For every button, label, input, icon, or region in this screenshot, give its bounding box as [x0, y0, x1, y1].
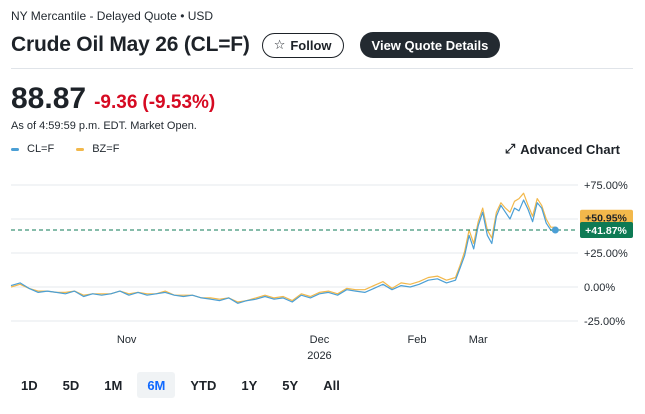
- star-icon: ☆: [273, 37, 286, 52]
- value-badge-label: +41.87%: [585, 225, 627, 237]
- x-tick-label: Mar: [469, 334, 488, 346]
- range-tab-5d[interactable]: 5D: [62, 377, 80, 393]
- header-divider: [11, 68, 633, 69]
- x-tick-label: Dec: [310, 334, 330, 346]
- range-tab-ytd[interactable]: YTD: [190, 377, 217, 393]
- page-title: Crude Oil May 26 (CL=F): [11, 33, 250, 56]
- y-tick-label: 0.00%: [584, 282, 615, 294]
- value-badge-label: +50.95%: [585, 213, 627, 225]
- legend-item-bz[interactable]: BZ=F: [76, 143, 119, 155]
- legend-label-cl: CL=F: [27, 143, 55, 155]
- y-tick-label: -25.00%: [584, 316, 625, 328]
- range-tab-1y[interactable]: 1Y: [241, 377, 258, 393]
- price-change-percent: (-9.53%): [142, 92, 216, 113]
- legend-item-cl[interactable]: CL=F: [11, 143, 54, 155]
- value-badge-bz: [580, 209, 633, 226]
- follow-label: Follow: [290, 37, 332, 53]
- price-chart[interactable]: +75.00%+50.00%+25.00%0.00%-25.00%NovDecF…: [0, 168, 645, 368]
- range-tabs: 1D 5D 1M 6M YTD 1Y 5Y All: [11, 372, 355, 398]
- advanced-chart-button[interactable]: ⤢ Advanced Chart: [505, 141, 620, 157]
- view-quote-details-button[interactable]: View Quote Details: [359, 32, 501, 58]
- y-tick-label: +75.00%: [584, 180, 628, 192]
- range-tab-5y[interactable]: 5Y: [282, 377, 299, 393]
- price-change: -9.36: [94, 92, 138, 113]
- range-tab-1m[interactable]: 1M: [104, 377, 123, 393]
- chart-legend: CL=F BZ=F: [11, 143, 141, 155]
- legend-swatch-bz: [76, 147, 85, 151]
- current-price: 88.87: [11, 82, 87, 115]
- exchange-info: NY Mercantile - Delayed Quote • USD: [11, 9, 214, 23]
- price-row: 88.87 -9.36 (-9.53%): [11, 82, 215, 116]
- advanced-chart-label: Advanced Chart: [520, 141, 620, 157]
- range-tab-1d[interactable]: 1D: [21, 377, 38, 393]
- range-tab-6m[interactable]: 6M: [137, 372, 176, 398]
- range-tab-all[interactable]: All: [323, 377, 340, 393]
- series-line-clf: [10, 199, 556, 304]
- x-tick-label: Feb: [407, 334, 426, 346]
- y-tick-label: +25.00%: [584, 248, 628, 260]
- follow-button[interactable]: ☆ Follow: [261, 32, 344, 58]
- value-badge-cl: [580, 222, 633, 239]
- last-point-dot: [551, 226, 559, 234]
- expand-arrows-icon: ⤢: [504, 141, 516, 156]
- x-year-label: 2026: [307, 350, 331, 362]
- legend-label-bz: BZ=F: [92, 143, 120, 155]
- as-of-timestamp: As of 4:59:59 p.m. EDT. Market Open.: [11, 120, 197, 132]
- title-row: Crude Oil May 26 (CL=F) ☆ Follow View Qu…: [11, 32, 501, 58]
- legend-swatch-cl: [11, 147, 19, 151]
- x-tick-label: Nov: [117, 334, 137, 346]
